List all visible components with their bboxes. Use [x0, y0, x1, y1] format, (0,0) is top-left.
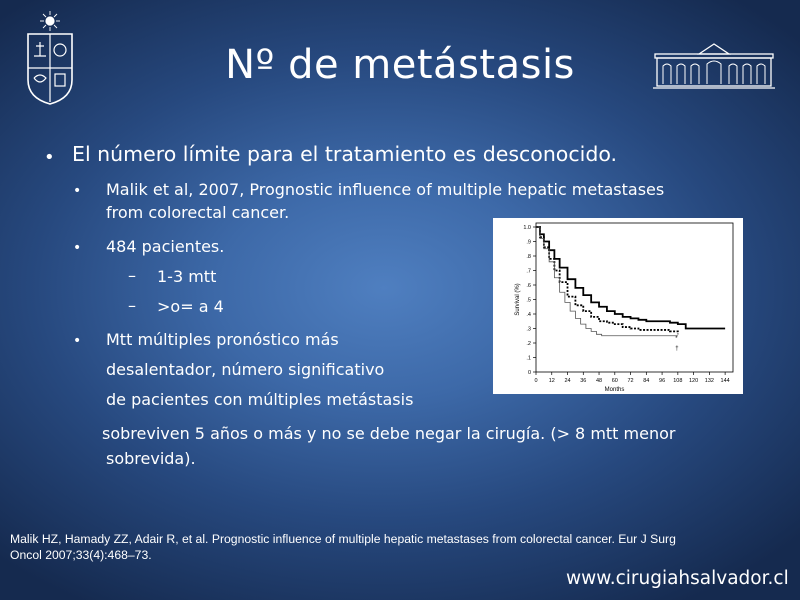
sub-bullet-line: from colorectal cancer. — [106, 203, 290, 222]
x-tick-label: 24 — [564, 378, 570, 384]
slide-title: Nº de metástasis — [225, 42, 575, 88]
main-bullet-text: El número límite para el tratamiento es … — [72, 142, 618, 166]
x-tick-label: 96 — [659, 378, 665, 384]
dash-marker: – — [128, 266, 136, 285]
y-tick-label: .1 — [526, 356, 531, 362]
x-tick-label: 48 — [596, 378, 602, 384]
bullet-marker: • — [73, 183, 82, 199]
plot-frame — [535, 222, 734, 373]
y-tick-label: .3 — [526, 327, 531, 333]
y-axis-label: Survival (%) — [515, 283, 521, 315]
dash-marker: – — [128, 296, 136, 315]
dash-item: 1-3 mtt — [157, 267, 217, 286]
bullet-marker: • — [73, 333, 82, 349]
sub-bullet-line: Mtt múltiples pronóstico más — [106, 330, 339, 349]
x-tick-label: 120 — [689, 378, 698, 384]
chart-annotation: † — [675, 346, 678, 352]
website-url: www.cirugiahsalvador.cl — [566, 568, 789, 589]
x-tick-label: 84 — [643, 378, 649, 384]
y-tick-label: .7 — [526, 269, 531, 275]
x-tick-label: 108 — [673, 378, 682, 384]
y-tick-label: .9 — [526, 240, 531, 246]
sub-bullet-line: de pacientes con múltiples metástasis — [106, 390, 414, 409]
x-tick-label: 36 — [580, 378, 586, 384]
reference-citation: Malik HZ, Hamady ZZ, Adair R, et al. Pro… — [10, 531, 770, 563]
bullet-marker: • — [73, 240, 82, 256]
x-tick-label: 12 — [549, 378, 555, 384]
x-tick-label: 132 — [705, 378, 714, 384]
sub-bullet-line: Malik et al, 2007, Prognostic influence … — [106, 180, 665, 199]
y-tick-label: .2 — [526, 341, 531, 347]
survival-chart: 1.0 .9 .8 .7 .6 .5 .4 .3 .2 .1 0 0 12 24 36 48 60 72 84 96 1… — [493, 218, 743, 394]
reference-line: Oncol 2007;33(4):468–73. — [10, 548, 152, 562]
y-tick-label: 1.0 — [523, 225, 531, 231]
university-crest-icon — [27, 11, 73, 105]
survival-series-2 — [536, 226, 679, 335]
x-tick-label: 60 — [612, 378, 618, 384]
y-tick-label: .8 — [526, 254, 531, 260]
reference-line: Malik HZ, Hamady ZZ, Adair R, et al. Pro… — [10, 532, 676, 546]
x-axis-label: Months — [605, 387, 625, 393]
survival-chart-svg: 1.0 .9 .8 .7 .6 .5 .4 .3 .2 .1 00 12 24 36 48 60 72 84 96 1… — [515, 222, 734, 393]
chart-annotation: * — [675, 336, 678, 342]
y-tick-label: .4 — [526, 312, 531, 318]
sub-bullet-line: sobrevida). — [106, 449, 196, 468]
y-tick-label: .6 — [526, 283, 531, 289]
x-tick-label: 72 — [627, 378, 633, 384]
x-tick-label: 0 — [534, 378, 537, 384]
sub-bullet-line: sobreviven 5 años o más y no se debe neg… — [102, 424, 676, 443]
y-tick-label: .5 — [526, 298, 531, 304]
bullet-marker: • — [44, 147, 55, 168]
survival-series-1 — [536, 226, 726, 330]
x-tick-label: 144 — [721, 378, 730, 384]
building-facade-icon — [653, 43, 775, 89]
sub-bullet-line: 484 pacientes. — [106, 237, 225, 256]
survival-series-3 — [536, 226, 678, 337]
dash-item: >o= a 4 — [157, 297, 224, 316]
sub-bullet-line: desalentador, número significativo — [106, 360, 385, 379]
y-tick-label: 0 — [528, 370, 531, 376]
